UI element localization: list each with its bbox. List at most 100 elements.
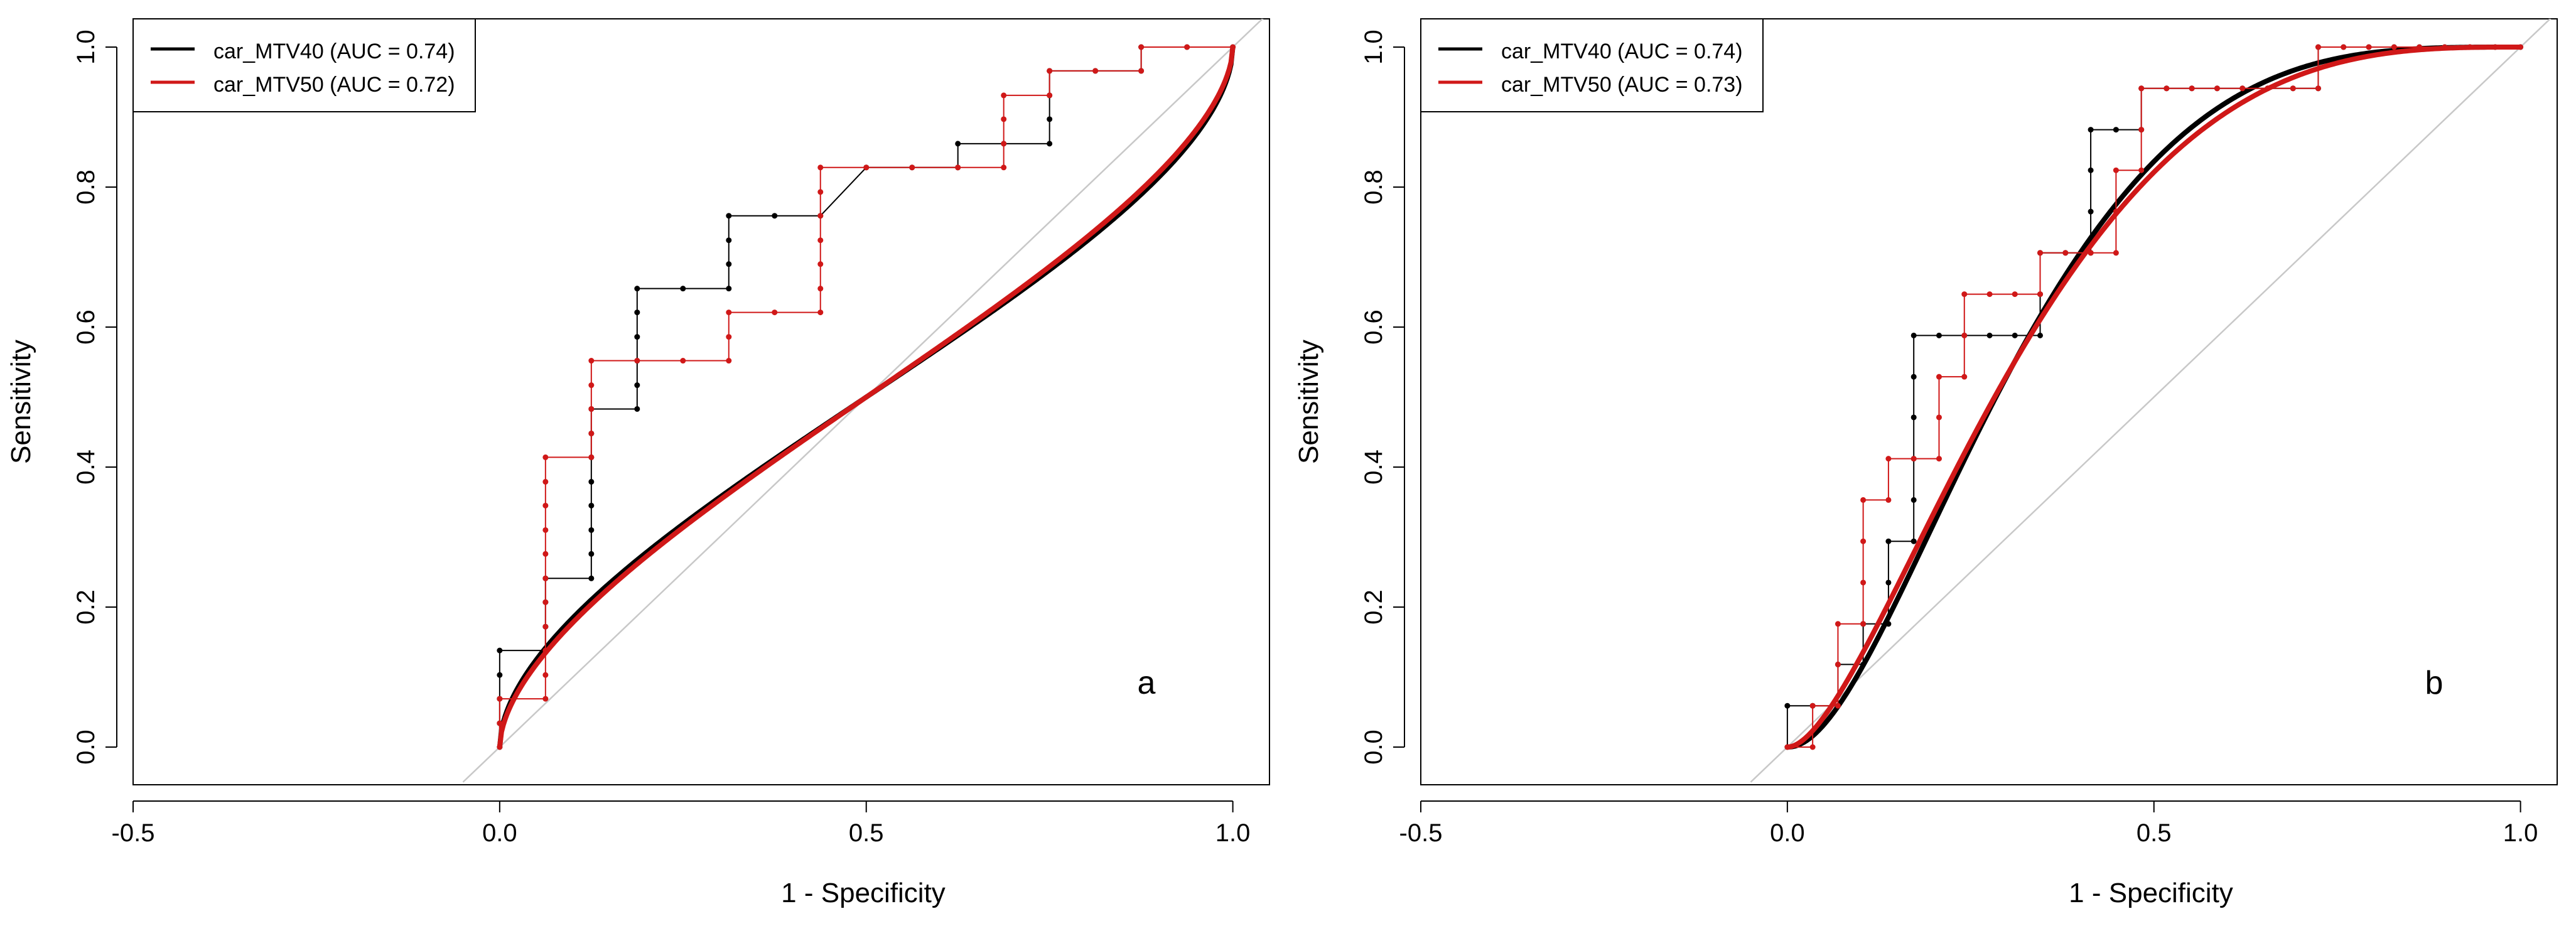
smoothed-roc-curve-red — [1786, 45, 2521, 750]
empirical-point-red — [542, 623, 549, 630]
plot-frame — [1420, 18, 2558, 785]
plot-layer: -0.5 0.0 0.5 1.0 0.0 0.2 0.4 0.6 0.8 1.0 — [72, 18, 1270, 847]
empirical-point-red — [2214, 85, 2220, 92]
empirical-point-red — [726, 334, 732, 340]
empirical-point-black — [2012, 332, 2018, 338]
legend-label-black: car_MTV40 (AUC = 0.74) — [1501, 40, 1743, 63]
empirical-point-red — [1961, 291, 1968, 298]
y-tick-label: 0.8 — [72, 170, 100, 205]
empirical-point-red — [726, 310, 732, 316]
empirical-point-red — [2189, 85, 2195, 92]
empirical-point-black — [1047, 141, 1053, 147]
y-tick-label: 0.0 — [72, 729, 100, 765]
empirical-point-red — [1910, 456, 1917, 462]
empirical-point-red — [2138, 85, 2145, 92]
empirical-point-red — [542, 551, 549, 557]
empirical-point-red — [817, 261, 824, 267]
empirical-point-black — [1910, 374, 1917, 380]
empirical-point-red — [2138, 167, 2145, 173]
empirical-point-black — [726, 261, 732, 267]
empirical-point-red — [2012, 291, 2018, 298]
empirical-point-black — [2088, 127, 2094, 133]
empirical-point-black — [1910, 538, 1917, 544]
empirical-point-red — [542, 599, 549, 605]
empirical-point-red — [542, 502, 549, 509]
y-tick-label: 0.4 — [1360, 450, 1388, 485]
empirical-point-red — [1986, 291, 1993, 298]
empirical-point-black — [497, 672, 503, 678]
roc-panel-a: -0.5 0.0 0.5 1.0 0.0 0.2 0.4 0.6 0.8 1.0 1 - Spec… — [6, 18, 1270, 908]
empirical-point-red — [1835, 703, 1841, 709]
empirical-point-black — [497, 647, 503, 654]
empirical-point-red — [817, 237, 824, 244]
empirical-point-black — [1986, 332, 1993, 338]
empirical-point-red — [863, 164, 870, 171]
empirical-point-red — [1860, 538, 1867, 544]
empirical-point-black — [772, 213, 778, 219]
empirical-point-black — [680, 286, 686, 292]
empirical-point-red — [542, 575, 549, 581]
diagonal-reference-line — [1750, 19, 2552, 783]
empirical-point-red — [955, 164, 961, 171]
roc-chart-b: -0.5 0.0 0.5 1.0 0.0 0.2 0.4 0.6 0.8 1.0 1 - Spec… — [1293, 18, 2558, 908]
empirical-point-black — [1910, 497, 1917, 503]
panel-letter: b — [2425, 665, 2444, 701]
legend: car_MTV40 (AUC = 0.74) car_MTV50 (AUC = … — [132, 18, 476, 112]
empirical-point-red — [588, 454, 595, 460]
legend-label-red: car_MTV50 (AUC = 0.72) — [213, 73, 455, 97]
empirical-point-red — [2391, 44, 2397, 50]
empirical-point-red — [542, 672, 549, 678]
empirical-point-red — [588, 358, 595, 364]
empirical-point-red — [817, 164, 824, 171]
empirical-point-black — [1910, 332, 1917, 338]
y-tick-label: 1.0 — [1360, 30, 1388, 65]
empirical-point-black — [588, 527, 595, 533]
empirical-point-red — [542, 454, 549, 460]
empirical-point-black — [634, 406, 640, 412]
empirical-point-red — [1936, 414, 1942, 421]
empirical-point-red — [2164, 85, 2170, 92]
empirical-point-red — [1092, 68, 1099, 74]
y-tick-label: 0.0 — [1360, 729, 1388, 765]
x-tick-label: 0.5 — [849, 819, 884, 847]
x-tick-label: 0.0 — [1770, 819, 1805, 847]
empirical-point-red — [2138, 127, 2145, 133]
empirical-point-black — [726, 286, 732, 292]
x-tick-label: 0.0 — [482, 819, 517, 847]
empirical-point-red — [1885, 456, 1892, 462]
empirical-point-red — [1001, 141, 1007, 147]
empirical-point-black — [2088, 208, 2094, 215]
empirical-point-red — [817, 213, 824, 219]
empirical-point-red — [1936, 456, 1942, 462]
empirical-point-red — [909, 164, 915, 171]
empirical-point-red — [1885, 497, 1892, 503]
empirical-point-black — [588, 551, 595, 557]
empirical-point-black — [634, 286, 640, 292]
empirical-point-red — [680, 358, 686, 364]
empirical-point-red — [2113, 250, 2119, 256]
plot-layer: -0.5 0.0 0.5 1.0 0.0 0.2 0.4 0.6 0.8 1.0 — [1360, 18, 2558, 847]
empirical-point-red — [588, 430, 595, 436]
x-tick-label: 1.0 — [2503, 819, 2538, 847]
plot-frame — [132, 18, 1270, 785]
empirical-point-red — [817, 310, 824, 316]
empirical-point-black — [1910, 414, 1917, 421]
legend-box — [132, 18, 476, 112]
y-tick-label: 1.0 — [72, 30, 100, 65]
empirical-point-red — [1001, 164, 1007, 171]
empirical-point-black — [2088, 167, 2094, 173]
roc-panel-b: -0.5 0.0 0.5 1.0 0.0 0.2 0.4 0.6 0.8 1.0 1 - Spec… — [1288, 0, 2575, 926]
y-axis-title: Sensitivity — [1293, 340, 1324, 464]
y-tick-label: 0.2 — [72, 590, 100, 625]
empirical-point-red — [1047, 92, 1053, 99]
panel-letter: a — [1138, 665, 1156, 701]
empirical-point-black — [1784, 703, 1791, 709]
empirical-point-red — [1809, 703, 1816, 709]
legend: car_MTV40 (AUC = 0.74) car_MTV50 (AUC = … — [1420, 18, 1764, 112]
empirical-point-red — [1809, 744, 1816, 750]
empirical-point-red — [2290, 85, 2296, 92]
empirical-point-black — [588, 575, 595, 581]
empirical-point-red — [1835, 621, 1841, 627]
x-tick-label: -0.5 — [112, 819, 155, 847]
empirical-point-black — [1047, 116, 1053, 122]
